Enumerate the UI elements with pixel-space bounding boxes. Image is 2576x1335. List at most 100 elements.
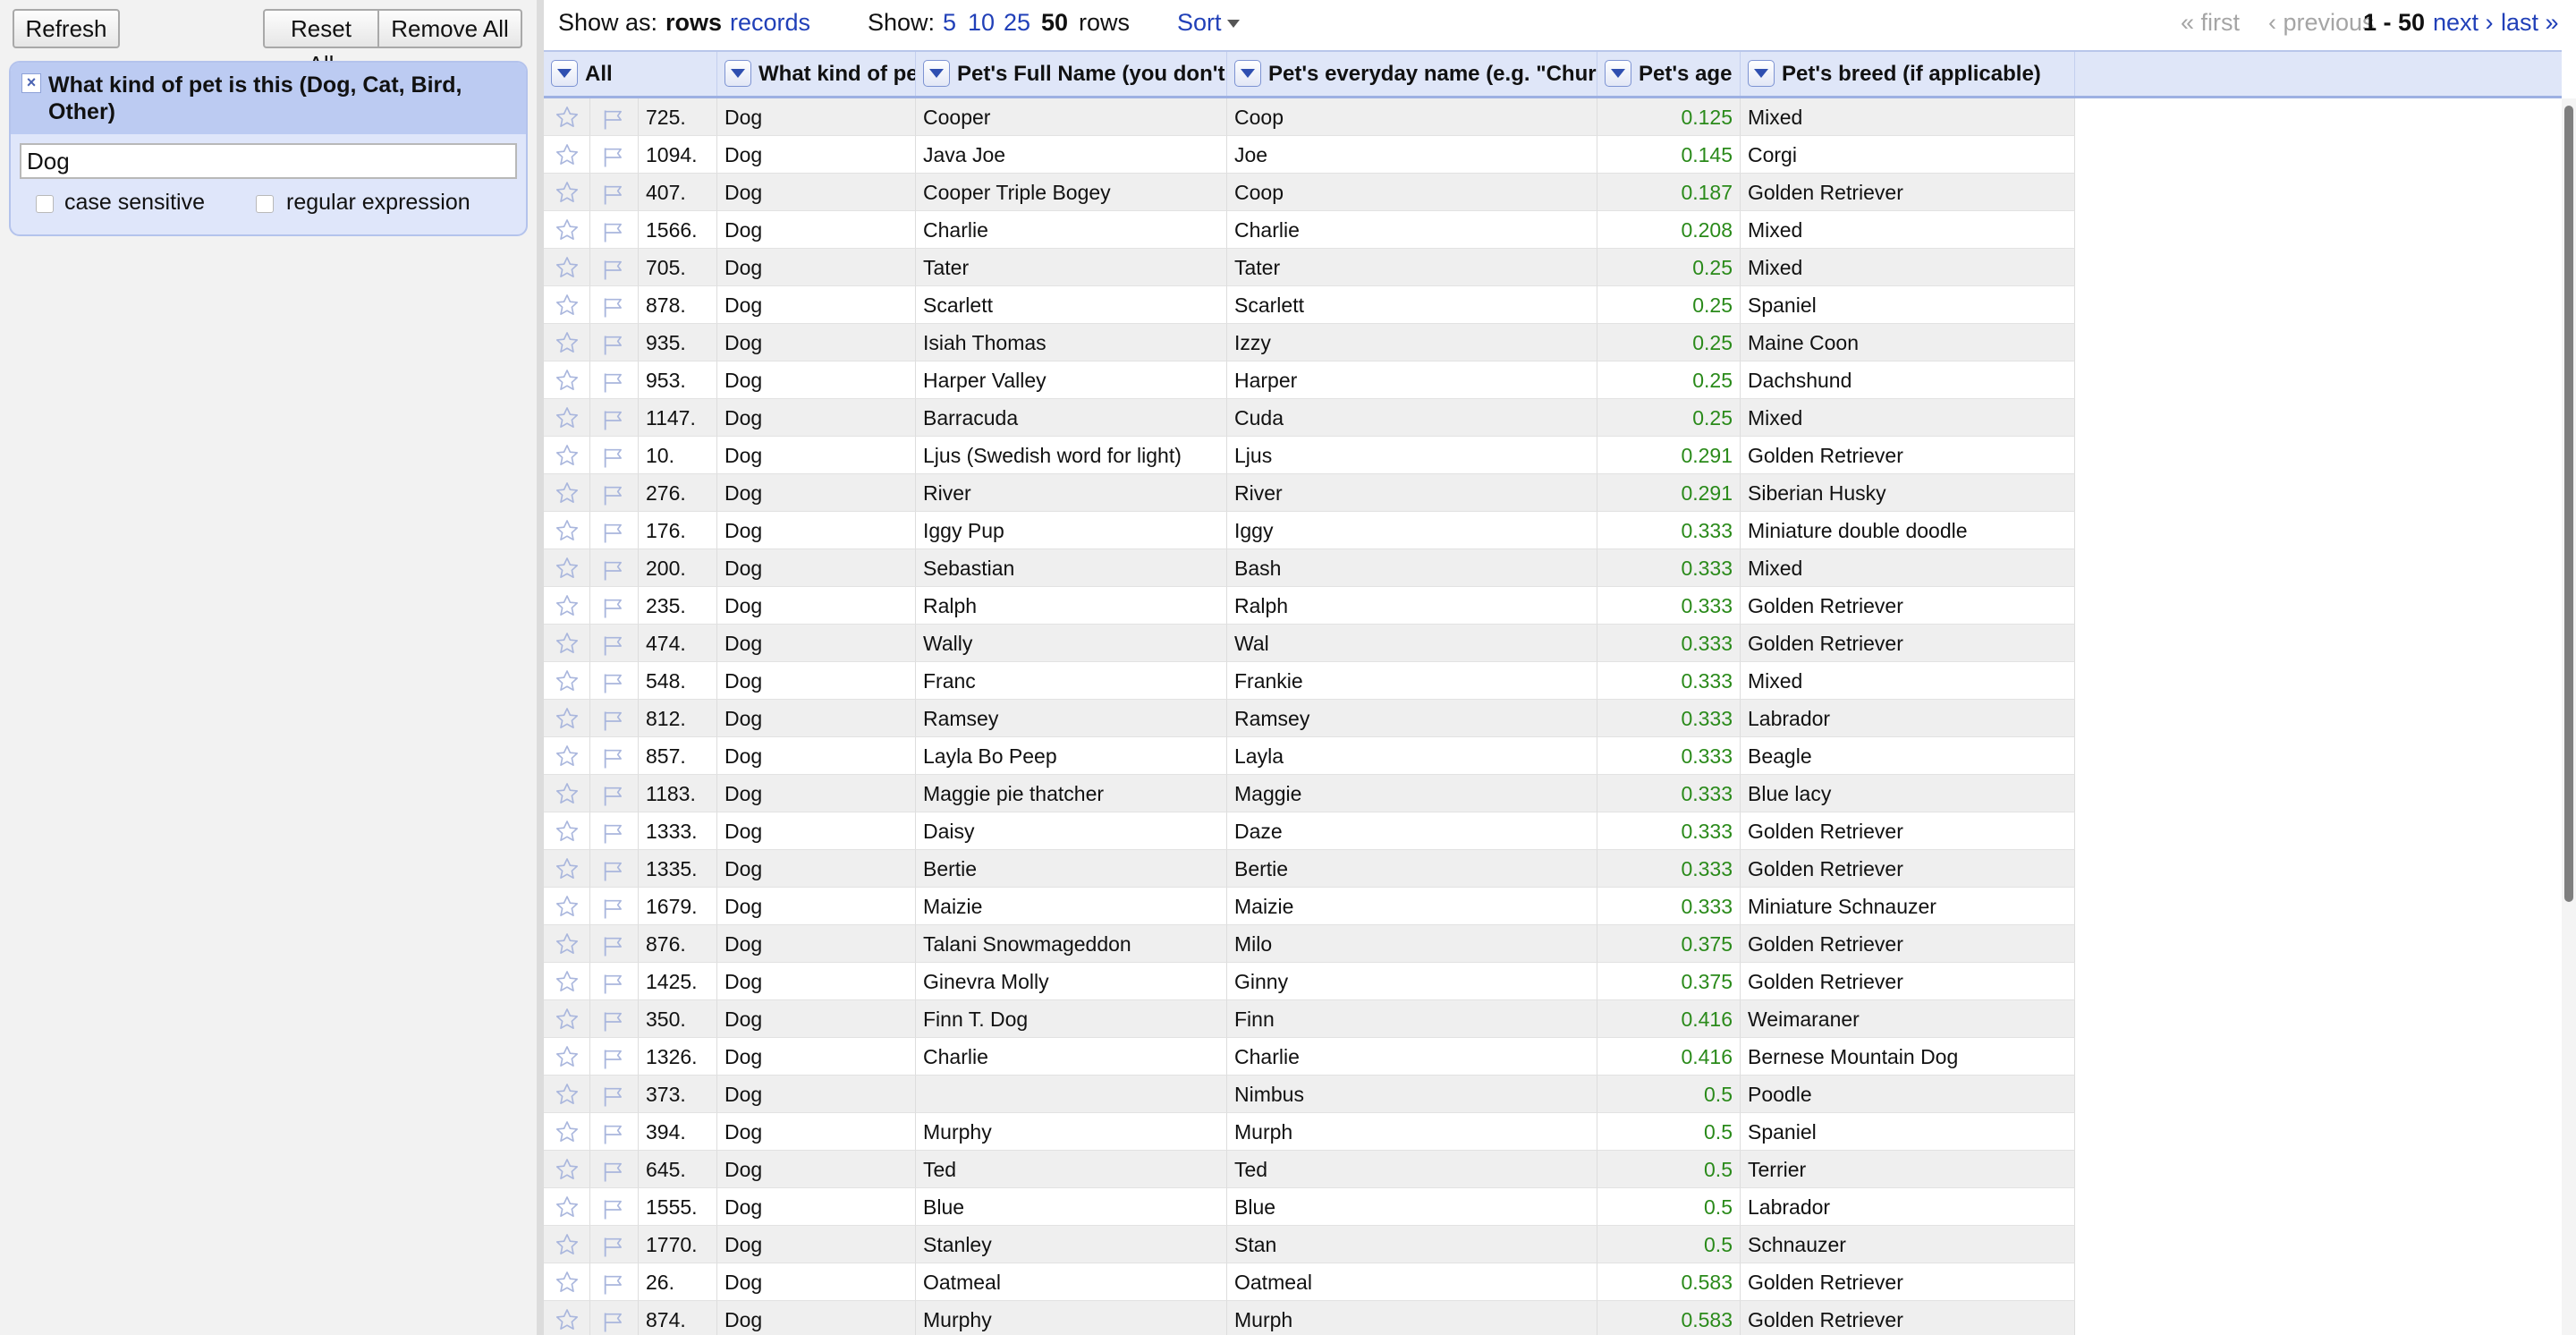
page-size-5[interactable]: 5 — [943, 9, 957, 36]
cell-full-name[interactable]: Stanley — [916, 1226, 1227, 1263]
flag-toggle[interactable] — [590, 700, 639, 737]
cell-kind[interactable]: Dog — [717, 587, 916, 625]
cell-age[interactable]: 0.187 — [1597, 174, 1741, 211]
cell-breed[interactable]: Spaniel — [1741, 1113, 2075, 1151]
cell-kind[interactable]: Dog — [717, 1188, 916, 1226]
page-size-10[interactable]: 10 — [968, 9, 996, 36]
cell-full-name[interactable]: Isiah Thomas — [916, 324, 1227, 361]
cell-kind[interactable]: Dog — [717, 775, 916, 812]
star-toggle[interactable] — [544, 249, 590, 286]
cell-full-name[interactable]: Barracuda — [916, 399, 1227, 437]
cell-age[interactable]: 0.583 — [1597, 1263, 1741, 1301]
dropdown-arrow-icon[interactable] — [724, 59, 751, 87]
cell-age[interactable]: 0.5 — [1597, 1188, 1741, 1226]
cell-kind[interactable]: Dog — [717, 174, 916, 211]
cell-full-name[interactable]: Bertie — [916, 850, 1227, 888]
flag-toggle[interactable] — [590, 437, 639, 474]
cell-age[interactable]: 0.25 — [1597, 324, 1741, 361]
dropdown-arrow-icon[interactable] — [923, 59, 950, 87]
cell-everyday-name[interactable]: Ramsey — [1227, 700, 1597, 737]
cell-kind[interactable]: Dog — [717, 474, 916, 512]
cell-breed[interactable]: Golden Retriever — [1741, 437, 2075, 474]
flag-toggle[interactable] — [590, 474, 639, 512]
star-toggle[interactable] — [544, 437, 590, 474]
cell-age[interactable]: 0.333 — [1597, 549, 1741, 587]
cell-full-name[interactable]: Blue — [916, 1188, 1227, 1226]
scrollbar-thumb[interactable] — [2564, 106, 2573, 902]
cell-full-name[interactable]: Maizie — [916, 888, 1227, 925]
cell-breed[interactable]: Spaniel — [1741, 286, 2075, 324]
star-toggle[interactable] — [544, 549, 590, 587]
cell-kind[interactable]: Dog — [717, 512, 916, 549]
cell-everyday-name[interactable]: Finn — [1227, 1000, 1597, 1038]
cell-full-name[interactable]: Ljus (Swedish word for light) — [916, 437, 1227, 474]
cell-breed[interactable]: Mixed — [1741, 249, 2075, 286]
cell-age[interactable]: 0.333 — [1597, 700, 1741, 737]
remove-all-button[interactable]: Remove All — [379, 9, 522, 48]
dropdown-arrow-icon[interactable] — [551, 59, 578, 87]
flag-toggle[interactable] — [590, 963, 639, 1000]
cell-breed[interactable]: Mixed — [1741, 662, 2075, 700]
cell-breed[interactable]: Terrier — [1741, 1151, 2075, 1188]
cell-full-name[interactable]: Finn T. Dog — [916, 1000, 1227, 1038]
cell-age[interactable]: 0.25 — [1597, 399, 1741, 437]
cell-kind[interactable]: Dog — [717, 249, 916, 286]
star-toggle[interactable] — [544, 1263, 590, 1301]
column-header-kind[interactable]: What kind of pet — [717, 52, 916, 96]
cell-breed[interactable]: Golden Retriever — [1741, 1301, 2075, 1335]
flag-toggle[interactable] — [590, 587, 639, 625]
flag-toggle[interactable] — [590, 211, 639, 249]
star-toggle[interactable] — [544, 850, 590, 888]
star-toggle[interactable] — [544, 812, 590, 850]
cell-breed[interactable]: Golden Retriever — [1741, 963, 2075, 1000]
dropdown-arrow-icon[interactable] — [1234, 59, 1261, 87]
cell-everyday-name[interactable]: Daze — [1227, 812, 1597, 850]
cell-kind[interactable]: Dog — [717, 888, 916, 925]
flag-toggle[interactable] — [590, 174, 639, 211]
star-toggle[interactable] — [544, 1038, 590, 1076]
flag-toggle[interactable] — [590, 1000, 639, 1038]
star-toggle[interactable] — [544, 136, 590, 174]
cell-full-name[interactable]: Wally — [916, 625, 1227, 662]
cell-age[interactable]: 0.25 — [1597, 286, 1741, 324]
cell-everyday-name[interactable]: Maggie — [1227, 775, 1597, 812]
cell-everyday-name[interactable]: Layla — [1227, 737, 1597, 775]
regular-expression-checkbox[interactable] — [256, 195, 274, 213]
cell-full-name[interactable]: Talani Snowmageddon — [916, 925, 1227, 963]
cell-breed[interactable]: Mixed — [1741, 211, 2075, 249]
cell-kind[interactable]: Dog — [717, 700, 916, 737]
cell-kind[interactable]: Dog — [717, 324, 916, 361]
flag-toggle[interactable] — [590, 1263, 639, 1301]
flag-toggle[interactable] — [590, 850, 639, 888]
cell-full-name[interactable]: Iggy Pup — [916, 512, 1227, 549]
cell-everyday-name[interactable]: Frankie — [1227, 662, 1597, 700]
cell-everyday-name[interactable]: Ginny — [1227, 963, 1597, 1000]
dropdown-arrow-icon[interactable] — [1605, 59, 1631, 87]
cell-breed[interactable]: Golden Retriever — [1741, 850, 2075, 888]
cell-kind[interactable]: Dog — [717, 1263, 916, 1301]
cell-everyday-name[interactable]: Cuda — [1227, 399, 1597, 437]
star-toggle[interactable] — [544, 1226, 590, 1263]
cell-everyday-name[interactable]: Scarlett — [1227, 286, 1597, 324]
cell-kind[interactable]: Dog — [717, 662, 916, 700]
cell-kind[interactable]: Dog — [717, 361, 916, 399]
cell-full-name[interactable]: Ginevra Molly — [916, 963, 1227, 1000]
flag-toggle[interactable] — [590, 324, 639, 361]
flag-toggle[interactable] — [590, 812, 639, 850]
star-toggle[interactable] — [544, 1301, 590, 1335]
cell-everyday-name[interactable]: Blue — [1227, 1188, 1597, 1226]
flag-toggle[interactable] — [590, 737, 639, 775]
cell-everyday-name[interactable]: Harper — [1227, 361, 1597, 399]
cell-everyday-name[interactable]: Oatmeal — [1227, 1263, 1597, 1301]
last-page-link[interactable]: last » — [2501, 9, 2559, 36]
cell-breed[interactable]: Weimaraner — [1741, 1000, 2075, 1038]
cell-breed[interactable]: Labrador — [1741, 700, 2075, 737]
cell-kind[interactable]: Dog — [717, 1151, 916, 1188]
cell-full-name[interactable]: Oatmeal — [916, 1263, 1227, 1301]
star-toggle[interactable] — [544, 1000, 590, 1038]
cell-age[interactable]: 0.583 — [1597, 1301, 1741, 1335]
flag-toggle[interactable] — [590, 625, 639, 662]
next-page-link[interactable]: next › — [2433, 9, 2494, 36]
cell-kind[interactable]: Dog — [717, 625, 916, 662]
cell-breed[interactable]: Labrador — [1741, 1188, 2075, 1226]
